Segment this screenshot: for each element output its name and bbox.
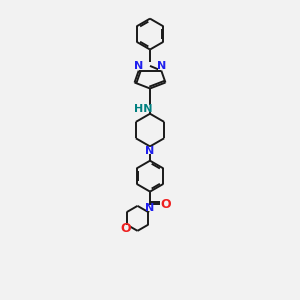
Text: N: N (145, 203, 154, 213)
Bar (137, 105, 150, 112)
Bar (122, 226, 129, 232)
Bar (146, 205, 153, 211)
Text: O: O (120, 222, 130, 235)
Text: N: N (146, 146, 154, 156)
Bar (135, 63, 142, 70)
Text: HN: HN (134, 104, 153, 114)
Bar (147, 147, 153, 154)
Bar (163, 201, 170, 207)
Text: N: N (134, 61, 143, 71)
Bar (158, 63, 165, 70)
Text: N: N (157, 61, 166, 71)
Text: O: O (161, 198, 171, 211)
